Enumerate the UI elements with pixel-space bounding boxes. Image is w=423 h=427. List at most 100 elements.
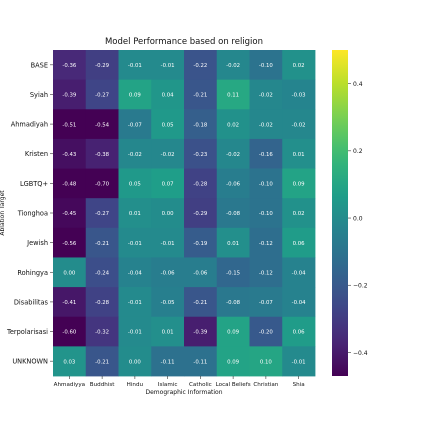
cell-value-label: -0.07 bbox=[128, 122, 142, 128]
colorbar bbox=[332, 50, 348, 376]
heatmap-cell bbox=[151, 168, 185, 199]
cell-value-label: -0.18 bbox=[193, 122, 208, 128]
cell-value-label: -0.28 bbox=[193, 182, 208, 188]
heatmap-cell bbox=[85, 227, 119, 258]
heatmap-cell bbox=[151, 346, 185, 377]
y-tick-label: Syiah bbox=[30, 91, 48, 99]
x-axis-label: Demographic Information bbox=[146, 389, 223, 396]
x-tick-label: Hindu bbox=[127, 382, 144, 388]
heatmap-cell bbox=[282, 109, 316, 140]
cell-value-label: -0.41 bbox=[62, 300, 76, 306]
heatmap-cell bbox=[53, 346, 87, 377]
cell-value-label: -0.06 bbox=[161, 270, 176, 276]
x-tick-label: Local Beliefs bbox=[216, 382, 251, 388]
heatmap-cell bbox=[216, 346, 250, 377]
cell-value-label: -0.02 bbox=[259, 122, 273, 128]
heatmap-cell bbox=[282, 346, 316, 377]
heatmap-cell bbox=[184, 227, 218, 258]
heatmap-cell bbox=[85, 287, 119, 318]
cell-value-label: -0.08 bbox=[226, 300, 241, 306]
heatmap-cell bbox=[249, 79, 283, 110]
heatmap-cell bbox=[118, 287, 152, 318]
cell-value-label: -0.19 bbox=[193, 241, 208, 247]
cell-value-label: -0.07 bbox=[259, 300, 273, 306]
cell-value-label: -0.10 bbox=[259, 63, 274, 69]
cell-value-label: 0.09 bbox=[227, 359, 240, 365]
heatmap-cell bbox=[282, 287, 316, 318]
colorbar-tick-label: −0.4 bbox=[353, 350, 368, 357]
cell-value-label: -0.11 bbox=[193, 359, 207, 365]
heatmap-cell bbox=[85, 346, 119, 377]
heatmap-cell bbox=[216, 168, 250, 199]
heatmap-cell bbox=[184, 138, 218, 169]
heatmap-cell bbox=[53, 198, 87, 229]
cell-value-label: -0.39 bbox=[62, 93, 77, 99]
heatmap-cell bbox=[184, 198, 218, 229]
heatmap-cell bbox=[151, 79, 185, 110]
cell-value-label: -0.02 bbox=[128, 152, 142, 158]
heatmap-cell bbox=[184, 346, 218, 377]
cell-value-label: 0.00 bbox=[162, 211, 175, 217]
heatmap-cell bbox=[282, 257, 316, 288]
cell-value-label: -0.01 bbox=[128, 330, 142, 336]
cell-value-label: 0.11 bbox=[227, 93, 239, 99]
heatmap-cell bbox=[216, 227, 250, 258]
cell-value-label: -0.51 bbox=[62, 122, 76, 128]
cell-value-label: -0.01 bbox=[128, 300, 142, 306]
cell-value-label: -0.01 bbox=[292, 359, 306, 365]
heatmap-cell bbox=[85, 109, 119, 140]
heatmap-cell bbox=[249, 198, 283, 229]
heatmap-cell bbox=[249, 287, 283, 318]
cell-value-label: 0.00 bbox=[129, 359, 142, 365]
cell-value-label: -0.03 bbox=[292, 93, 306, 99]
heatmap-cell bbox=[118, 346, 152, 377]
heatmap-cell bbox=[216, 138, 250, 169]
cell-value-label: -0.24 bbox=[95, 270, 110, 276]
cell-value-label: -0.56 bbox=[62, 241, 77, 247]
heatmap-cell bbox=[85, 198, 119, 229]
heatmap-cell bbox=[85, 79, 119, 110]
heatmap-cell bbox=[249, 257, 283, 288]
x-tick-label: Catholic bbox=[189, 382, 212, 388]
y-tick-label: Rohingya bbox=[17, 269, 48, 277]
cell-value-label: -0.21 bbox=[95, 359, 109, 365]
heatmap-cell bbox=[118, 168, 152, 199]
heatmap-cell bbox=[249, 138, 283, 169]
colorbar-tick-label: 0.4 bbox=[353, 81, 363, 88]
cell-value-label: -0.28 bbox=[95, 300, 110, 306]
cell-value-label: -0.27 bbox=[95, 211, 109, 217]
heatmap-cell bbox=[53, 138, 87, 169]
heatmap-cell bbox=[118, 316, 152, 347]
y-tick-label: Ahmadiyah bbox=[11, 121, 48, 129]
heatmap-cell bbox=[151, 109, 185, 140]
cell-value-label: 0.10 bbox=[260, 359, 273, 365]
cell-value-label: 0.09 bbox=[293, 182, 306, 188]
cell-value-label: -0.39 bbox=[193, 330, 208, 336]
cell-value-label: -0.06 bbox=[226, 182, 241, 188]
heatmap-cell bbox=[118, 50, 152, 81]
heatmap-cell bbox=[249, 109, 283, 140]
heatmap-cell bbox=[53, 257, 87, 288]
heatmap-cell bbox=[151, 50, 185, 81]
cell-value-label: -0.01 bbox=[128, 241, 142, 247]
y-tick-label: Tionghoa bbox=[17, 210, 48, 218]
y-tick-label: UNKNOWN bbox=[12, 358, 48, 366]
cell-value-label: -0.45 bbox=[62, 211, 76, 217]
cell-value-label: -0.01 bbox=[128, 63, 142, 69]
cell-value-label: -0.22 bbox=[193, 63, 207, 69]
heatmap-cell bbox=[216, 79, 250, 110]
heatmap-cell bbox=[282, 138, 316, 169]
cell-value-label: -0.60 bbox=[62, 330, 77, 336]
heatmap-cell bbox=[85, 168, 119, 199]
cell-value-label: -0.27 bbox=[95, 93, 109, 99]
cell-value-label: 0.02 bbox=[293, 211, 305, 217]
cell-value-label: 0.02 bbox=[227, 122, 239, 128]
heatmap-cell bbox=[282, 227, 316, 258]
heatmap-cell bbox=[249, 316, 283, 347]
cell-value-label: -0.02 bbox=[226, 63, 240, 69]
heatmap-cell bbox=[282, 79, 316, 110]
heatmap-cell bbox=[184, 168, 218, 199]
cell-value-label: 0.07 bbox=[162, 182, 174, 188]
